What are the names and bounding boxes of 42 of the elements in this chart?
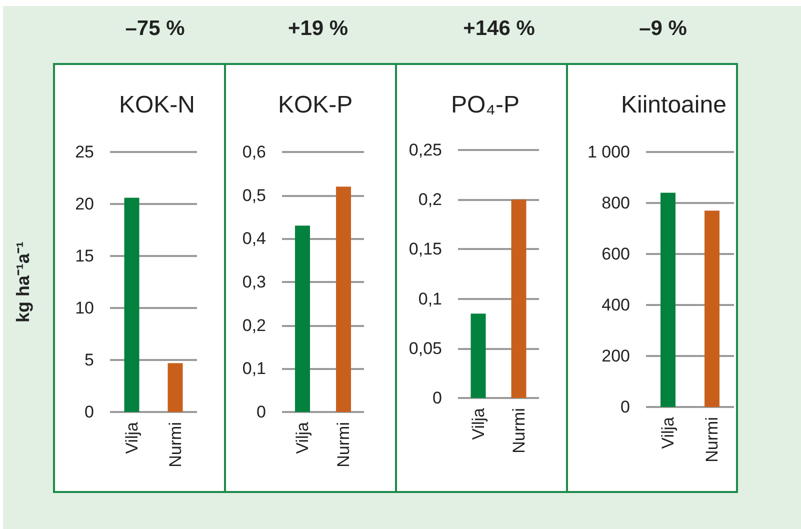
x-tick-label: Vilja: [658, 416, 678, 449]
y-tick-label: 0,15: [408, 240, 442, 259]
chart-title: KOK-N: [119, 92, 196, 118]
y-tick-label: 0,25: [408, 140, 442, 160]
y-tick-label: 600: [602, 244, 630, 264]
y-tick-label: 15: [75, 246, 94, 266]
y-tick-label: 0,1: [418, 289, 442, 308]
y-tick-label: 800: [602, 194, 630, 212]
chart-title: Kiintoaine: [621, 92, 726, 118]
text: +19 %: [288, 17, 348, 40]
y-tick-label: 20: [75, 194, 94, 214]
y-tick-label: 0,2: [418, 190, 442, 210]
chart-title: PO₄-P: [451, 92, 520, 118]
y-tick-label: 0: [84, 402, 94, 422]
x-tick-label: Nurmi: [702, 417, 722, 462]
y-tick-label: 0,2: [242, 316, 266, 335]
y-tick-label: 0: [620, 398, 630, 416]
y-axis-title: kg ha⁻¹a⁻¹: [13, 241, 33, 323]
y-tick-label: 0: [256, 402, 266, 422]
y-tick-label: 0,1: [242, 359, 266, 378]
y-tick-label: 400: [602, 296, 630, 314]
chart-title: KOK-P: [278, 92, 353, 118]
x-tick-label: Nurmi: [334, 422, 353, 468]
x-tick-label: Vilja: [468, 407, 488, 440]
y-tick-label: 0,05: [408, 338, 442, 358]
y-tick-label: 0,5: [242, 186, 266, 205]
y-tick-label: 0,6: [242, 142, 266, 162]
y-tick-label: 10: [75, 298, 94, 318]
y-tick-label: 25: [75, 142, 94, 162]
x-tick-label: Vilja: [122, 421, 142, 454]
y-tick-label: 0,3: [242, 272, 266, 292]
text: –75 %: [125, 17, 186, 40]
y-tick-label: 0,4: [242, 229, 266, 248]
text: –9 %: [639, 17, 688, 40]
x-tick-label: Nurmi: [509, 408, 528, 454]
text: +146 %: [463, 17, 536, 40]
x-tick-label: Nurmi: [166, 422, 185, 468]
y-tick-label: 200: [602, 346, 630, 366]
y-tick-label: 0: [432, 388, 442, 408]
y-tick-label: 5: [84, 350, 94, 370]
x-tick-label: Vilja: [293, 421, 312, 454]
y-tick-label: 1 000: [587, 142, 630, 162]
